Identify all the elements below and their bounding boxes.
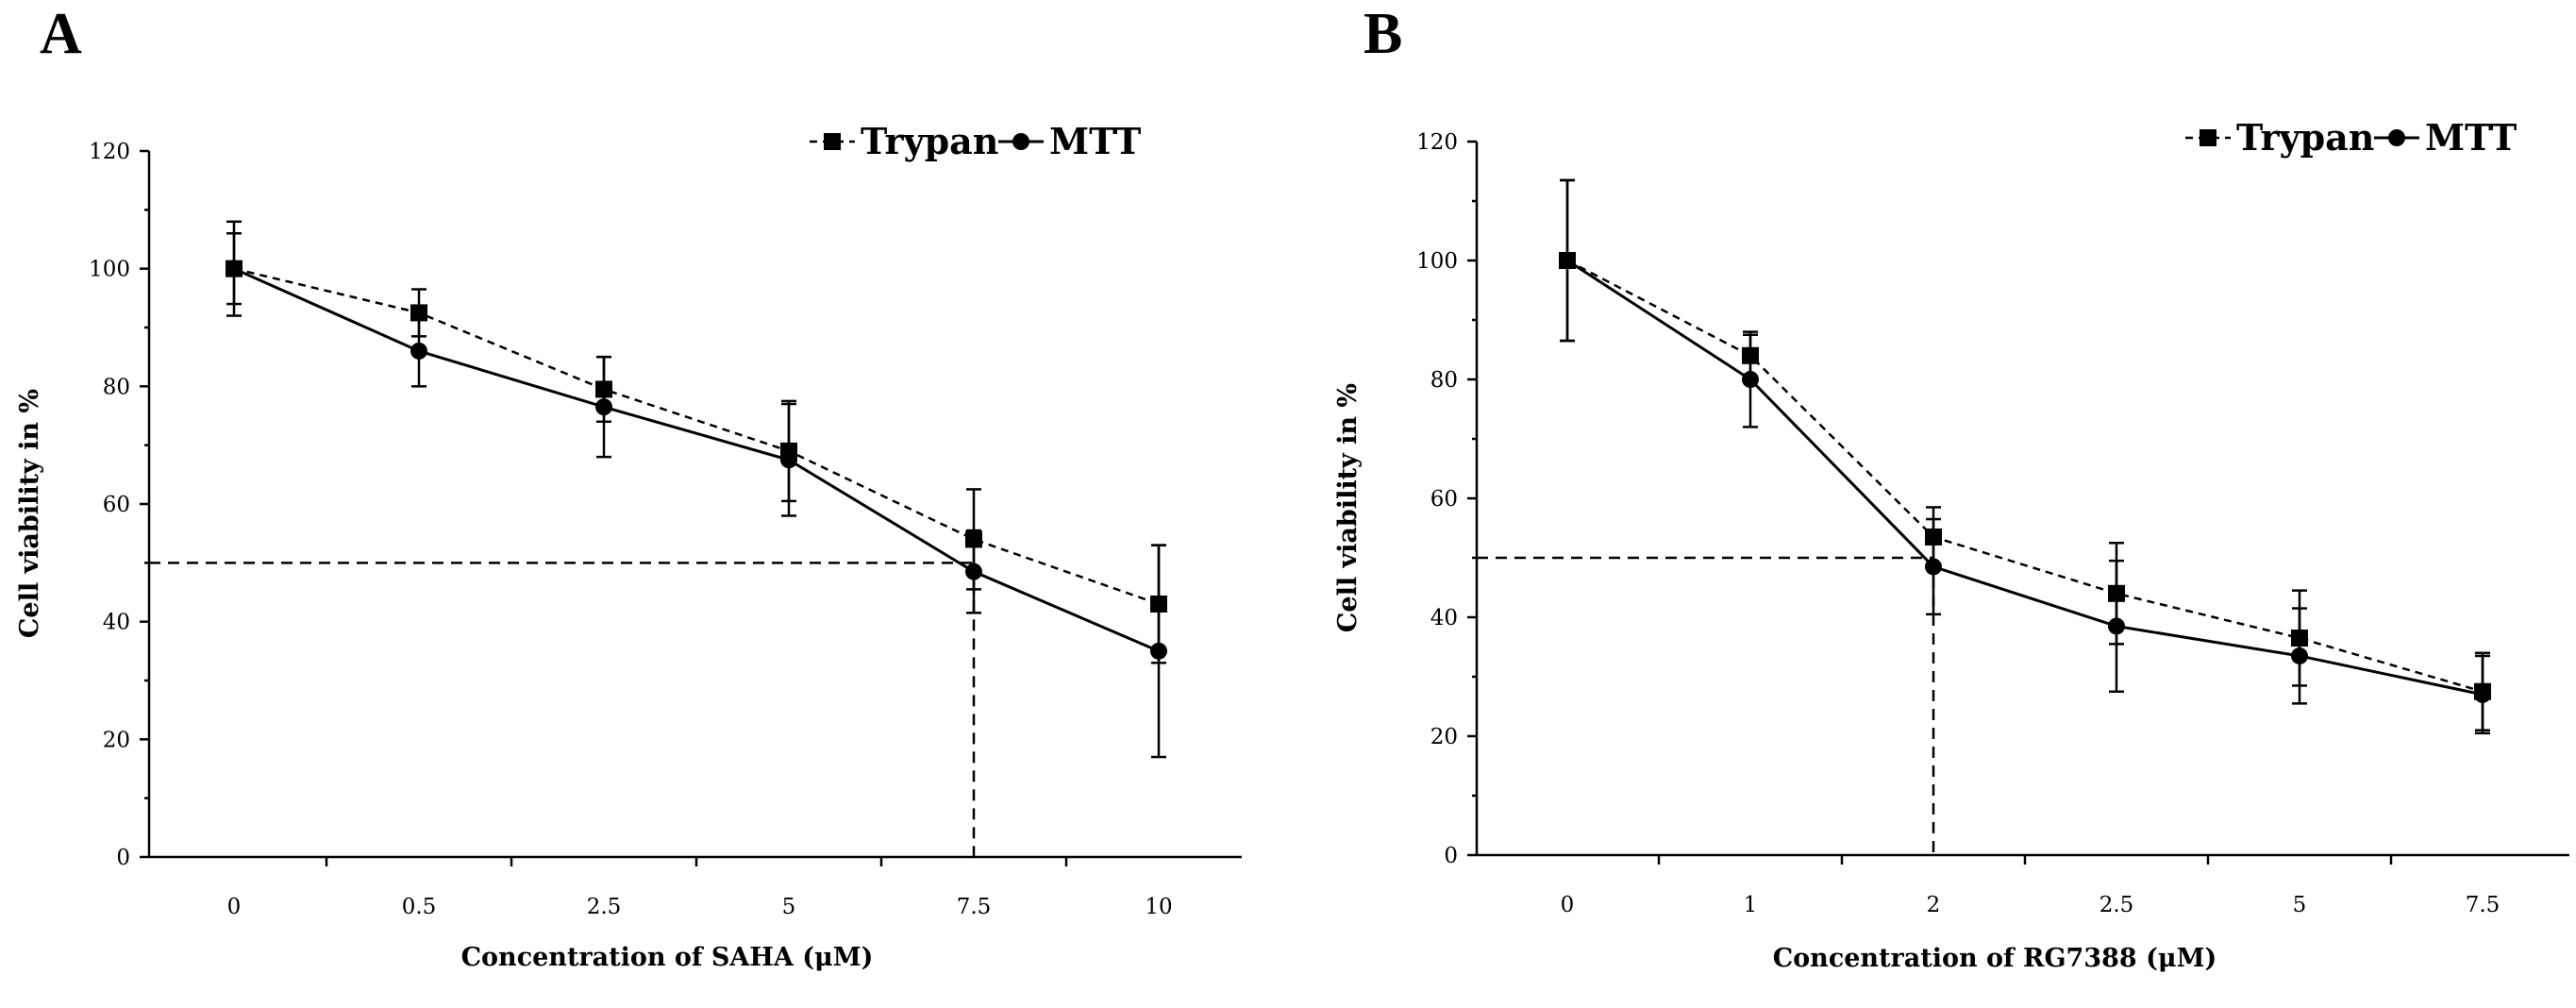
y-tick-label-a: 60 — [103, 493, 130, 517]
legend-mtt-label-b: MTT — [2425, 116, 2517, 159]
y-tick-label-a: 100 — [89, 258, 130, 282]
x-tick-label-a: 5 — [782, 895, 796, 919]
chart-a-svg: A 0 20 40 60 80 100 120 0 0.5 2.5 5 7.5 10 Concentrati… — [15, 2, 1242, 972]
mtt-point-a — [226, 260, 243, 277]
x-tick-label-a: 0.5 — [402, 895, 437, 919]
y-tick-label-b: 20 — [1430, 725, 1458, 749]
y-tick-label-b: 0 — [1444, 844, 1458, 868]
trypan-series-line-b — [1566, 259, 2484, 693]
y-tick-label-b: 40 — [1430, 606, 1458, 630]
mtt-point-b — [1742, 371, 1759, 388]
y-axis-title-b: Cell viability in % — [1333, 383, 1363, 632]
y-axis-title-a: Cell viability in % — [15, 389, 44, 638]
y-tick-label-b: 80 — [1430, 368, 1458, 393]
x-tick-label-a: 0 — [227, 895, 242, 919]
mtt-point-a — [780, 451, 797, 469]
x-tick-label-b: 5 — [2293, 893, 2307, 917]
mtt-point-a — [1150, 642, 1167, 660]
mtt-point-b — [1925, 558, 1942, 576]
y-tick-label-b: 120 — [1416, 130, 1458, 155]
legend-mtt-marker-b — [2388, 129, 2405, 146]
legend-trypan-label-a: Trypan — [861, 120, 998, 162]
legend-trypan-marker-a — [824, 133, 841, 150]
y-tick-label-a: 0 — [116, 846, 130, 870]
x-axis-title-b: Concentration of RG7388 (μM) — [1773, 944, 2217, 973]
x-tick-label-b: 1 — [1744, 893, 1758, 917]
y-tick-label-a: 80 — [103, 375, 130, 399]
legend-trypan-label-b: Trypan — [2236, 116, 2374, 159]
x-tick-label-b: 2 — [1927, 893, 1941, 917]
chart-panel-a: A 0 20 40 60 80 100 120 0 0.5 2.5 5 7.5 10 Concentrati… — [15, 2, 1242, 972]
legend-mtt-label-a: MTT — [1049, 120, 1141, 162]
legend-mtt-marker-a — [1012, 133, 1029, 150]
y-tick-label-a: 120 — [89, 140, 130, 164]
mtt-point-a — [595, 398, 612, 416]
mtt-point-b — [2108, 617, 2125, 635]
mtt-point-a — [410, 342, 427, 360]
y-tick-label-a: 20 — [103, 728, 130, 752]
trypan-series-line-a — [233, 267, 1160, 606]
panel-label-b: B — [1363, 2, 1402, 66]
mtt-point-a — [965, 563, 982, 580]
mtt-series-line-a — [233, 267, 1160, 653]
x-tick-label-b: 0 — [1561, 893, 1575, 917]
chart-b-svg: B 0 20 40 60 80 100 120 0 1 2 2.5 5 7.5 Concentration … — [1333, 2, 2569, 973]
y-tick-label-b: 60 — [1430, 487, 1458, 512]
x-tick-label-a: 10 — [1145, 895, 1172, 919]
legend-trypan-marker-b — [2200, 129, 2216, 146]
panel-label-a: A — [40, 2, 82, 66]
x-tick-label-b: 7.5 — [2466, 893, 2501, 917]
trypan-point-a — [410, 304, 427, 322]
chart-panel-b: B 0 20 40 60 80 100 120 0 1 2 2.5 5 7.5 Concentration … — [1288, 0, 2576, 1008]
x-axis-title-a: Concentration of SAHA (μM) — [461, 943, 874, 972]
y-tick-label-b: 100 — [1416, 249, 1458, 274]
mtt-point-b — [2291, 647, 2308, 664]
mtt-point-b — [2474, 685, 2491, 703]
x-tick-label-a: 2.5 — [587, 895, 622, 919]
mtt-series-line-b — [1566, 259, 2484, 697]
y-tick-label-a: 40 — [103, 611, 130, 635]
mtt-point-b — [1559, 252, 1576, 269]
x-tick-label-b: 2.5 — [2099, 893, 2134, 917]
x-tick-label-a: 7.5 — [957, 895, 992, 919]
